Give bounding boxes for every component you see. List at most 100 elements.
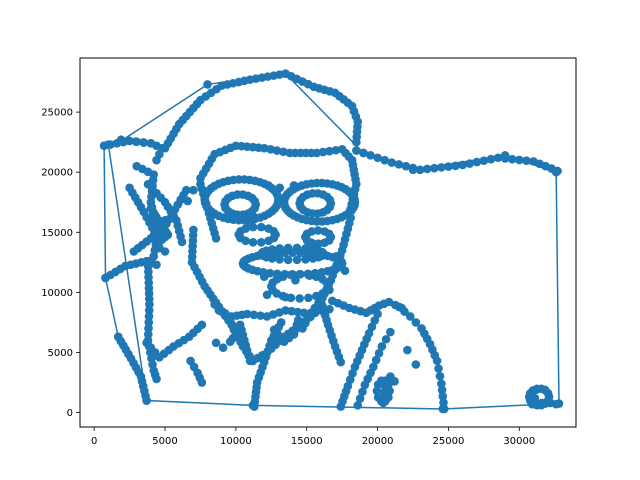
data-point bbox=[301, 244, 310, 253]
y-tick-label: 10000 bbox=[41, 288, 73, 299]
data-point bbox=[275, 183, 285, 193]
data-point bbox=[145, 300, 154, 309]
data-point bbox=[429, 163, 439, 173]
data-point bbox=[434, 364, 443, 373]
data-point bbox=[387, 158, 397, 167]
data-point bbox=[325, 202, 335, 212]
data-point bbox=[318, 251, 327, 260]
data-point bbox=[437, 379, 446, 389]
data-point bbox=[242, 309, 252, 319]
data-point bbox=[500, 151, 510, 160]
data-point bbox=[281, 69, 290, 78]
data-point bbox=[152, 374, 161, 384]
data-point bbox=[405, 312, 415, 321]
data-point bbox=[249, 310, 259, 320]
data-point bbox=[458, 160, 467, 170]
data-point bbox=[281, 292, 290, 302]
data-point bbox=[292, 243, 302, 253]
data-point bbox=[131, 137, 141, 146]
data-point bbox=[318, 147, 328, 157]
x-tick-label: 10000 bbox=[220, 436, 252, 447]
data-point bbox=[435, 371, 445, 381]
data-point bbox=[143, 330, 153, 339]
data-point bbox=[385, 386, 394, 396]
data-point bbox=[259, 143, 269, 153]
data-point bbox=[373, 380, 383, 389]
data-point bbox=[146, 139, 156, 148]
plot-area bbox=[99, 69, 564, 414]
data-point bbox=[358, 387, 367, 397]
x-tick-label: 20000 bbox=[362, 436, 394, 447]
data-point bbox=[370, 316, 380, 325]
data-point bbox=[248, 401, 258, 410]
data-point bbox=[400, 307, 409, 316]
data-point bbox=[124, 136, 133, 145]
data-point bbox=[331, 145, 341, 155]
data-point bbox=[101, 273, 110, 283]
data-point bbox=[403, 345, 412, 355]
data-point bbox=[551, 167, 561, 177]
data-point bbox=[394, 302, 404, 312]
y-tick-label: 25000 bbox=[41, 108, 73, 119]
data-point bbox=[380, 155, 389, 165]
data-point bbox=[211, 338, 221, 348]
data-point bbox=[283, 243, 293, 253]
data-point bbox=[530, 393, 540, 403]
data-point bbox=[554, 399, 564, 408]
y-tick-label: 20000 bbox=[41, 168, 73, 179]
data-point bbox=[266, 145, 275, 154]
data-point bbox=[155, 237, 164, 247]
data-point bbox=[99, 141, 109, 151]
data-point bbox=[160, 247, 170, 256]
data-point bbox=[479, 156, 489, 165]
data-point bbox=[295, 294, 304, 303]
data-point bbox=[308, 245, 318, 254]
data-point bbox=[116, 136, 126, 146]
data-point bbox=[144, 312, 154, 321]
data-point bbox=[241, 236, 250, 246]
data-point bbox=[274, 273, 283, 283]
data-point bbox=[340, 266, 350, 276]
data-point bbox=[262, 290, 272, 300]
data-point bbox=[177, 237, 187, 247]
data-point bbox=[275, 194, 285, 203]
data-point bbox=[149, 252, 158, 261]
data-point bbox=[367, 322, 377, 332]
data-point bbox=[289, 181, 299, 190]
x-tick-label: 0 bbox=[91, 436, 97, 447]
data-point bbox=[493, 153, 503, 163]
data-point bbox=[377, 342, 387, 351]
data-point bbox=[451, 161, 460, 171]
data-point bbox=[275, 255, 284, 264]
data-point bbox=[259, 272, 269, 282]
data-point bbox=[256, 222, 266, 232]
data-point bbox=[313, 239, 323, 248]
data-point bbox=[507, 154, 517, 164]
data-point bbox=[359, 148, 368, 158]
data-point bbox=[248, 211, 258, 220]
data-point bbox=[384, 297, 394, 307]
data-point bbox=[355, 394, 365, 403]
data-point bbox=[312, 272, 321, 281]
data-point bbox=[515, 155, 524, 165]
data-point bbox=[472, 157, 482, 167]
data-point bbox=[350, 200, 359, 210]
data-point bbox=[439, 398, 448, 407]
x-tick-label: 15000 bbox=[291, 436, 323, 447]
data-point bbox=[218, 343, 228, 352]
data-point bbox=[256, 311, 265, 320]
data-point bbox=[144, 324, 153, 333]
data-point bbox=[411, 318, 421, 327]
data-point bbox=[292, 255, 302, 265]
data-point bbox=[225, 337, 235, 346]
data-point bbox=[408, 165, 418, 175]
data-point bbox=[189, 185, 198, 195]
data-point bbox=[301, 255, 310, 264]
data-point bbox=[181, 185, 191, 195]
data-point bbox=[142, 396, 151, 405]
data-point bbox=[324, 236, 334, 245]
data-point bbox=[373, 309, 382, 319]
data-point bbox=[373, 153, 382, 163]
data-point bbox=[438, 404, 448, 414]
